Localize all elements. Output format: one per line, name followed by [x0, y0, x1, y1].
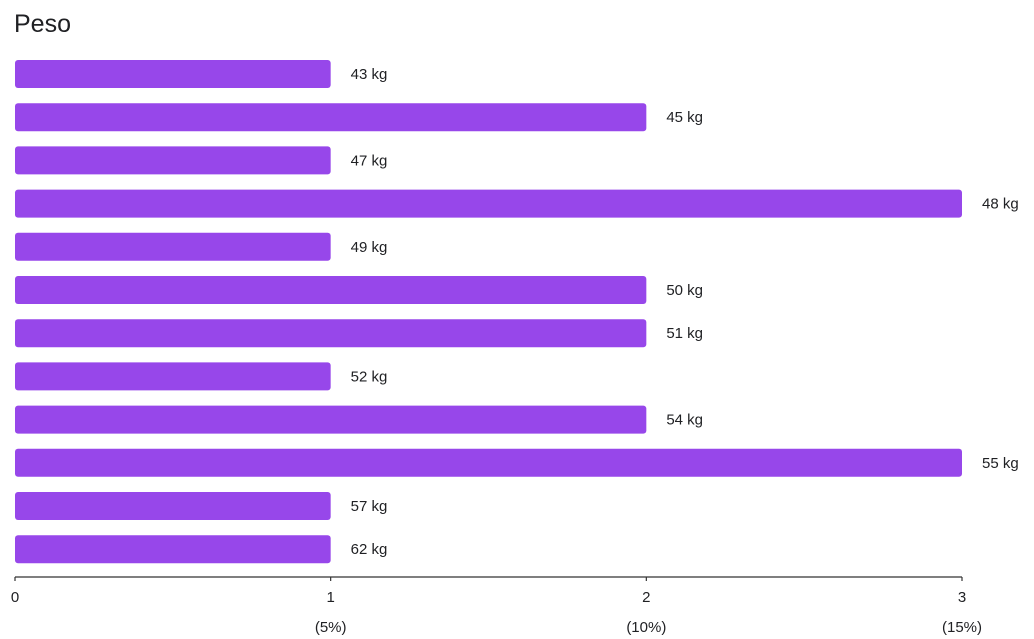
bar [15, 319, 647, 348]
bar-label: 62 kg [351, 541, 388, 558]
bar-label: 54 kg [666, 412, 703, 429]
x-tick-percent: (10%) [626, 619, 666, 636]
bar [15, 405, 647, 434]
bar-label: 55 kg [982, 455, 1019, 472]
x-tick-label: 0 [11, 589, 19, 606]
bars-layer [15, 60, 962, 564]
bar-label: 43 kg [351, 66, 388, 83]
bar-label: 45 kg [666, 109, 703, 126]
bar-label: 47 kg [351, 152, 388, 169]
bar-label: 52 kg [351, 368, 388, 385]
bar-label: 50 kg [666, 282, 703, 299]
bar [15, 189, 962, 218]
bar-labels-layer: 43 kg 45 kg 47 kg 48 kg 49 kg 50 kg 51 kg 52 kg… [351, 66, 1019, 558]
bar [15, 535, 331, 564]
bar-label: 57 kg [351, 498, 388, 515]
x-ticks-layer: 0 1 (5%) 2 (10%) 3 (15%) [11, 577, 982, 636]
x-tick-label: 2 [642, 589, 650, 606]
bar [15, 60, 331, 88]
bar [15, 146, 331, 175]
x-tick-label: 1 [326, 589, 334, 606]
bar [15, 232, 331, 261]
chart-title: Peso [14, 10, 71, 38]
bar-label: 48 kg [982, 196, 1019, 213]
x-tick-label: 3 [958, 589, 966, 606]
x-tick-percent: (15%) [942, 619, 982, 636]
x-tick-percent: (5%) [315, 619, 347, 636]
bar [15, 276, 647, 304]
bar [15, 362, 331, 391]
bar [15, 492, 331, 520]
bar [15, 448, 962, 477]
bar [15, 103, 647, 132]
bar-label: 49 kg [351, 239, 388, 256]
bar-label: 51 kg [666, 325, 703, 342]
